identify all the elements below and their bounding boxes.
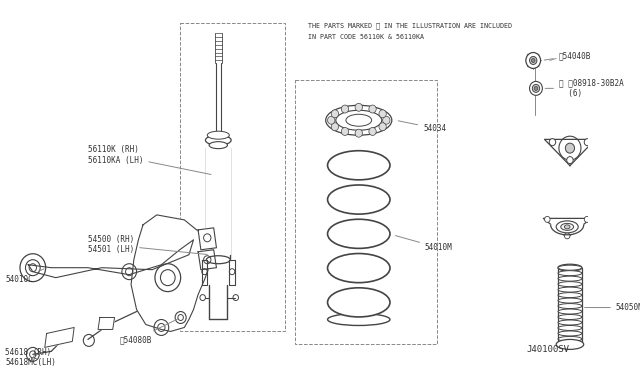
Text: ※ ⓝ08918-30B2A
  (6): ※ ⓝ08918-30B2A (6) xyxy=(545,78,623,98)
Ellipse shape xyxy=(326,105,392,135)
Circle shape xyxy=(584,217,590,222)
Ellipse shape xyxy=(209,142,227,149)
Ellipse shape xyxy=(558,282,582,286)
Ellipse shape xyxy=(336,110,381,130)
Circle shape xyxy=(341,105,349,113)
Polygon shape xyxy=(229,260,235,285)
Circle shape xyxy=(534,86,538,90)
Text: 54320: 54320 xyxy=(0,371,1,372)
Circle shape xyxy=(565,143,575,153)
Text: 54010M: 54010M xyxy=(396,235,452,252)
Ellipse shape xyxy=(564,225,570,229)
Ellipse shape xyxy=(330,153,387,170)
Ellipse shape xyxy=(556,339,584,349)
Ellipse shape xyxy=(330,222,387,239)
Circle shape xyxy=(529,81,542,95)
Ellipse shape xyxy=(328,254,390,283)
Ellipse shape xyxy=(558,331,582,336)
Circle shape xyxy=(341,128,349,135)
Bar xyxy=(180,23,285,331)
Ellipse shape xyxy=(558,326,582,330)
Circle shape xyxy=(332,110,339,118)
Ellipse shape xyxy=(328,314,390,326)
Text: 54500 (RH)
54501 (LH): 54500 (RH) 54501 (LH) xyxy=(88,235,207,254)
Ellipse shape xyxy=(205,135,231,145)
Ellipse shape xyxy=(330,291,387,308)
Polygon shape xyxy=(198,228,216,250)
Polygon shape xyxy=(545,140,595,166)
Polygon shape xyxy=(131,215,212,331)
Text: J40100SV: J40100SV xyxy=(527,345,570,355)
Ellipse shape xyxy=(206,256,230,264)
Text: IN PART CODE 56110K & 56110KA: IN PART CODE 56110K & 56110KA xyxy=(308,33,424,39)
Ellipse shape xyxy=(328,219,390,248)
Ellipse shape xyxy=(556,221,578,233)
Circle shape xyxy=(545,217,550,222)
Circle shape xyxy=(549,139,556,146)
Polygon shape xyxy=(45,327,74,347)
Circle shape xyxy=(529,57,537,64)
Ellipse shape xyxy=(330,256,387,273)
Ellipse shape xyxy=(558,298,582,303)
Circle shape xyxy=(526,52,541,68)
Ellipse shape xyxy=(558,342,582,347)
Circle shape xyxy=(567,157,573,164)
Ellipse shape xyxy=(558,320,582,325)
Polygon shape xyxy=(98,318,115,330)
Bar xyxy=(294,80,437,344)
Circle shape xyxy=(369,105,376,113)
Circle shape xyxy=(369,128,376,135)
Ellipse shape xyxy=(558,314,582,320)
Ellipse shape xyxy=(207,131,229,139)
Polygon shape xyxy=(202,260,207,285)
Polygon shape xyxy=(206,148,230,255)
Text: ※54080B: ※54080B xyxy=(120,319,178,344)
Circle shape xyxy=(379,123,387,131)
Ellipse shape xyxy=(558,309,582,314)
Text: 56110K (RH)
56110KA (LH): 56110K (RH) 56110KA (LH) xyxy=(88,145,211,174)
Polygon shape xyxy=(28,240,193,278)
Circle shape xyxy=(355,129,362,137)
Text: 54010C: 54010C xyxy=(5,269,44,284)
Ellipse shape xyxy=(558,264,582,271)
Ellipse shape xyxy=(328,151,390,180)
Ellipse shape xyxy=(328,288,390,317)
Circle shape xyxy=(379,110,387,118)
Ellipse shape xyxy=(558,271,582,276)
Circle shape xyxy=(328,116,335,124)
Ellipse shape xyxy=(558,265,582,270)
Text: 54618 (RH)
54618MC(LH): 54618 (RH) 54618MC(LH) xyxy=(5,348,56,367)
Text: 54050M: 54050M xyxy=(585,303,640,312)
Text: 54034: 54034 xyxy=(398,121,446,133)
Circle shape xyxy=(531,58,535,62)
Ellipse shape xyxy=(558,276,582,281)
Polygon shape xyxy=(543,218,591,238)
Ellipse shape xyxy=(558,336,582,341)
Ellipse shape xyxy=(346,114,372,126)
Text: ※54040B: ※54040B xyxy=(544,51,591,60)
Text: 55338N: 55338N xyxy=(0,371,1,372)
Ellipse shape xyxy=(328,185,390,214)
Circle shape xyxy=(383,116,390,124)
Ellipse shape xyxy=(561,223,573,230)
Polygon shape xyxy=(198,250,216,270)
Ellipse shape xyxy=(558,304,582,308)
Circle shape xyxy=(355,103,362,111)
Text: THE PARTS MARKED ※ IN THE ILLUSTRATION ARE INCLUDED: THE PARTS MARKED ※ IN THE ILLUSTRATION A… xyxy=(308,23,512,29)
Circle shape xyxy=(332,123,339,131)
Circle shape xyxy=(532,84,540,92)
Ellipse shape xyxy=(558,287,582,292)
Circle shape xyxy=(584,139,591,146)
Ellipse shape xyxy=(330,187,387,205)
Circle shape xyxy=(564,233,570,239)
Ellipse shape xyxy=(558,293,582,298)
Polygon shape xyxy=(550,225,584,235)
